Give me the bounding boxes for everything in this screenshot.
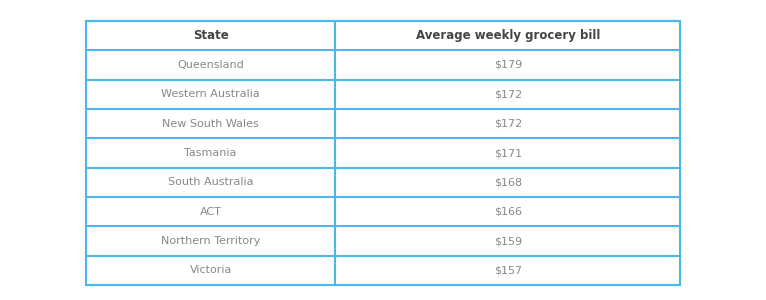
Text: South Australia: South Australia [168, 177, 254, 187]
Text: Queensland: Queensland [177, 60, 244, 70]
Text: $168: $168 [494, 177, 522, 187]
Text: Western Australia: Western Australia [162, 89, 260, 99]
Bar [86, 21, 680, 285]
Text: $159: $159 [494, 236, 522, 246]
Text: Tasmania: Tasmania [185, 148, 237, 158]
Text: Average weekly grocery bill: Average weekly grocery bill [416, 29, 600, 42]
Text: $179: $179 [494, 60, 522, 70]
Text: New South Wales: New South Wales [162, 119, 259, 129]
Text: $172: $172 [494, 89, 522, 99]
Text: $172: $172 [494, 119, 522, 129]
Text: State: State [193, 29, 228, 42]
Text: Victoria: Victoria [189, 265, 232, 275]
Text: $171: $171 [494, 148, 522, 158]
Text: Northern Territory: Northern Territory [161, 236, 260, 246]
Text: ACT: ACT [200, 207, 221, 217]
Text: $157: $157 [494, 265, 522, 275]
Text: $166: $166 [494, 207, 522, 217]
